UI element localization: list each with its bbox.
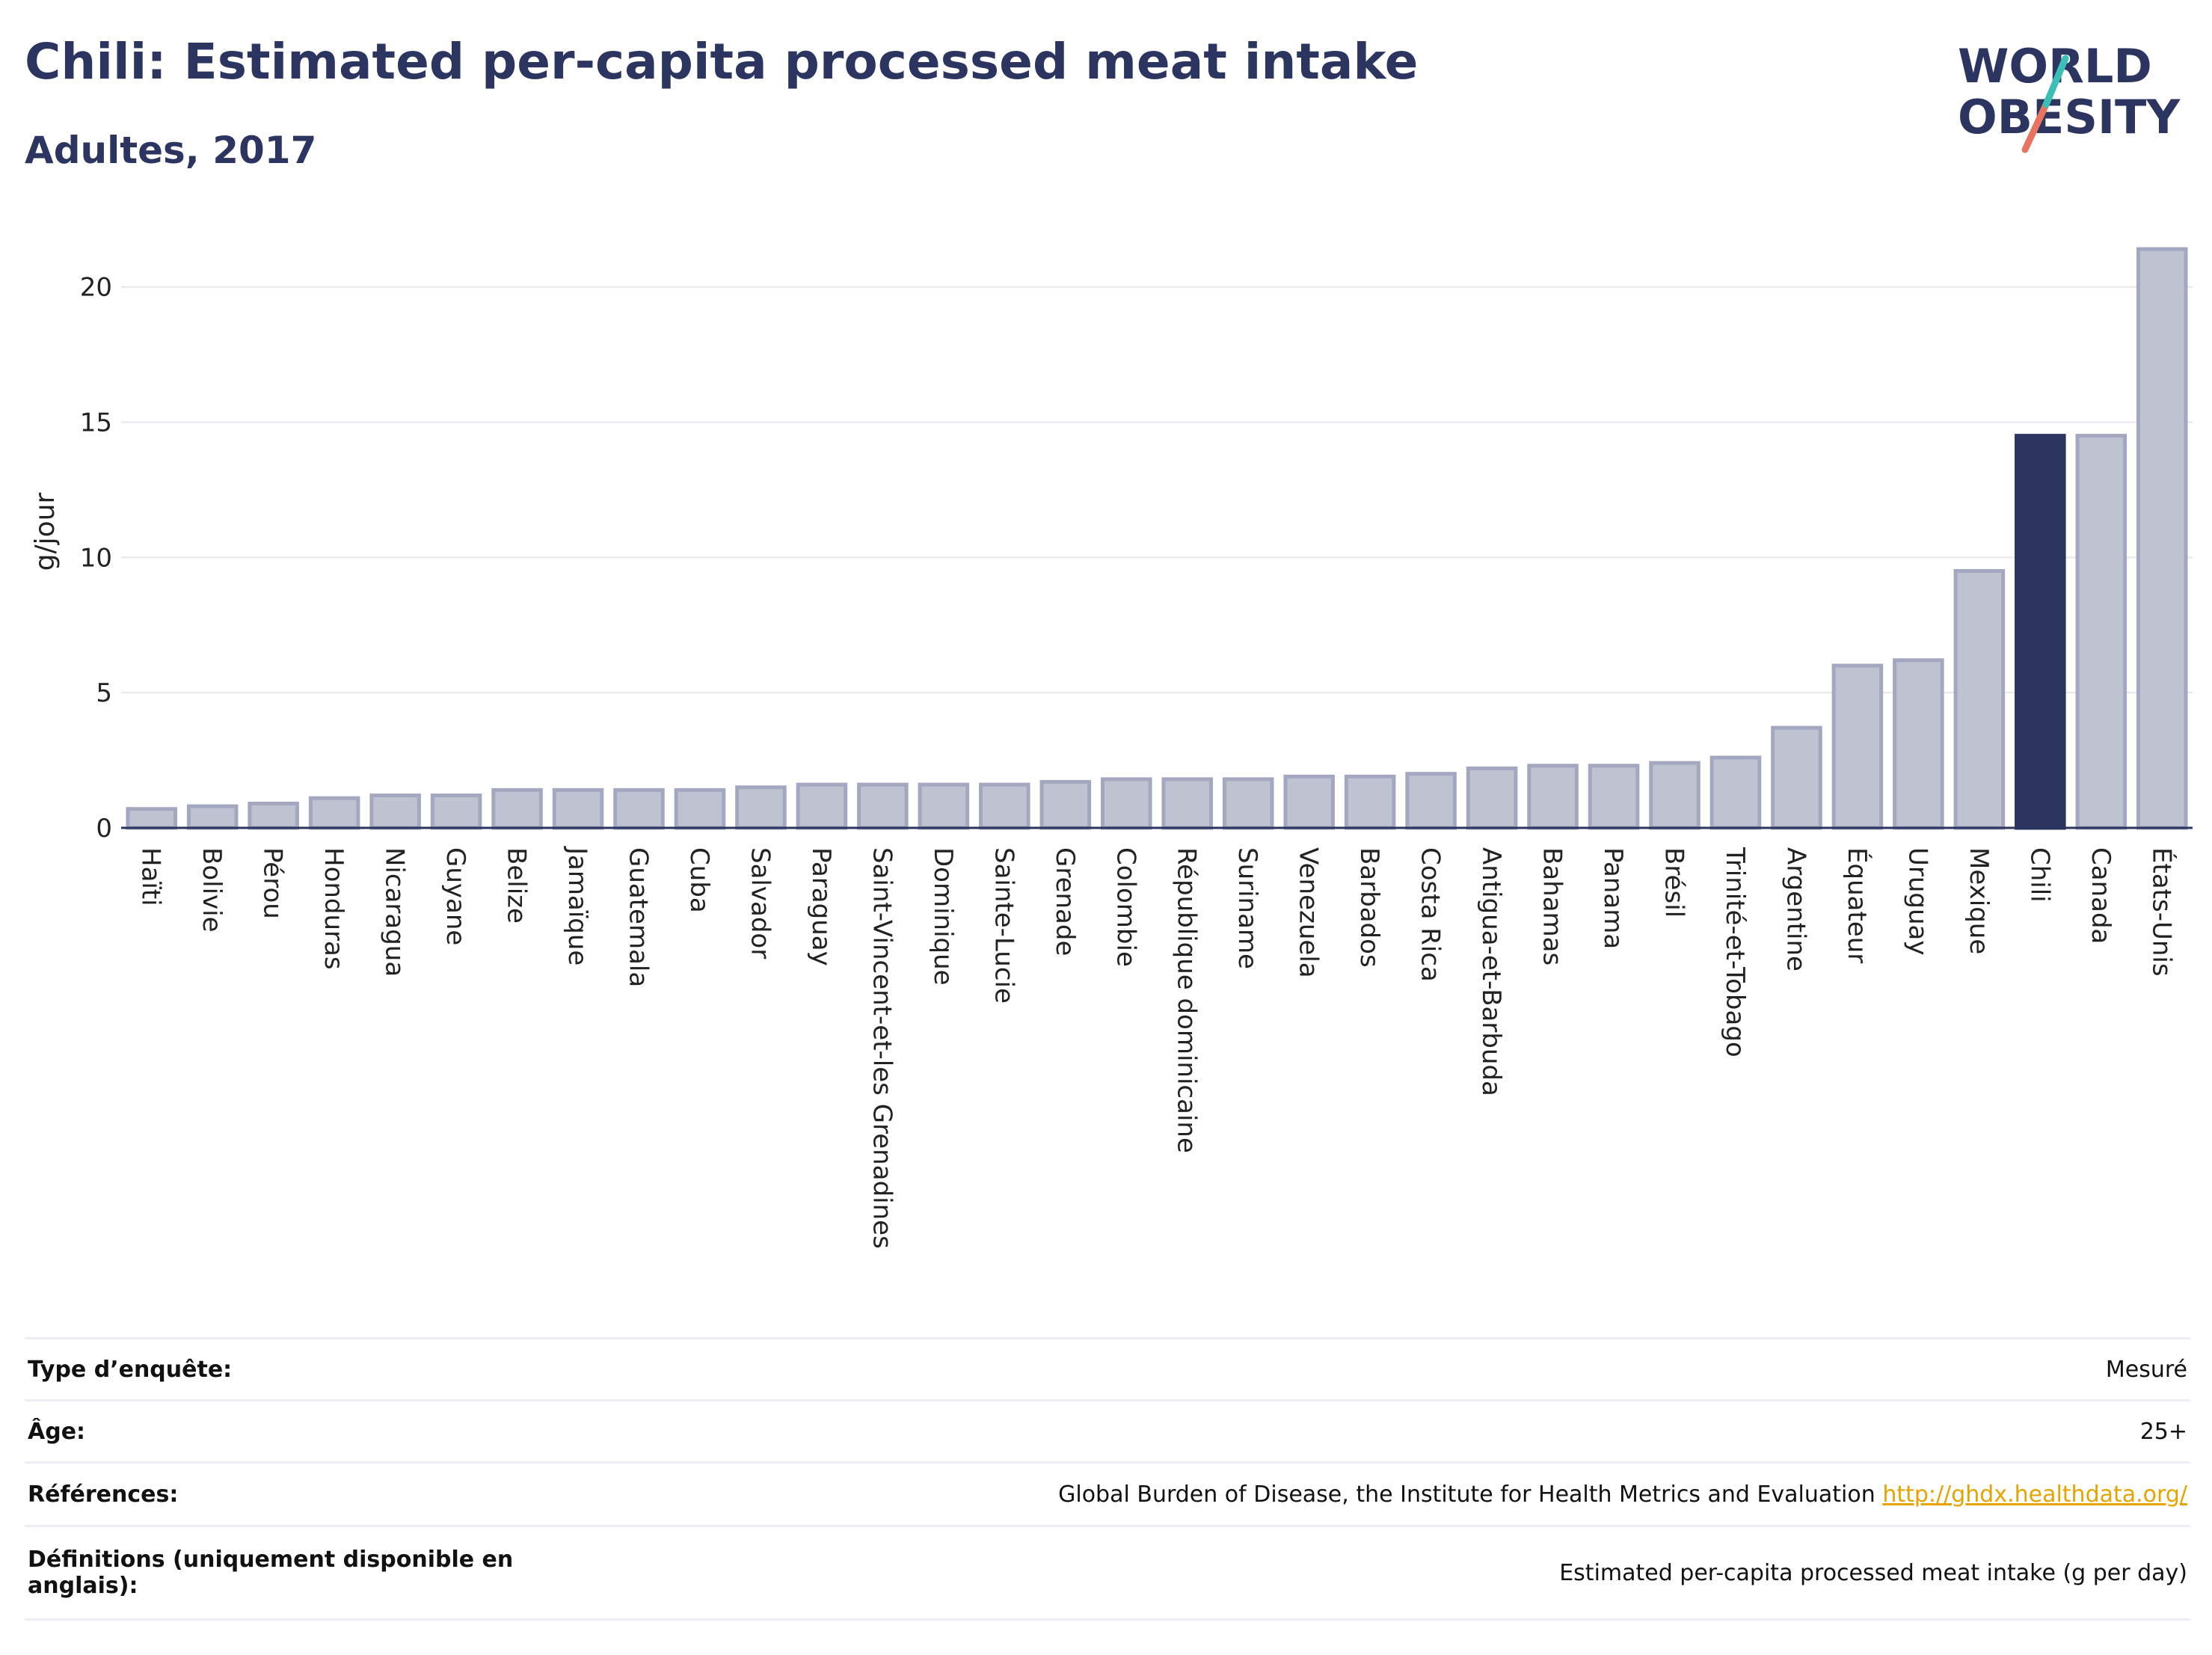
logo-slash-top [2042,55,2069,108]
meta-value: 25+ [524,1399,2190,1463]
y-tick-label: 20 [80,273,112,303]
bar [491,787,543,830]
meta-key: Âge: [25,1399,524,1463]
bar [2075,434,2127,830]
bar [1953,568,2006,830]
meta-key: Références: [25,1461,524,1526]
meta-row-survey-type: Type d’enquête: Mesuré [25,1337,2190,1401]
chart-title: Chili: Estimated per-capita processed me… [25,33,1419,90]
bar [308,796,360,830]
x-tick-label: Paraguay [806,847,836,966]
y-tick-label: 15 [80,408,112,438]
x-tick-label: Guyane [440,847,470,945]
x-tick-label: Canada [2086,847,2116,944]
x-tick-label: Jamaïque [562,846,592,965]
bar [2015,434,2066,830]
chart-subtitle: Adultes, 2017 [25,129,317,172]
bar [1527,764,1579,830]
x-tick-label: Suriname [1232,847,1262,969]
x-tick-label: Nicaragua [380,847,410,977]
x-tick-label: États-Unis [2146,847,2177,977]
bar [1100,777,1152,830]
bar [1709,755,1762,830]
bar [1649,761,1701,830]
y-tick-label: 10 [80,543,112,573]
metadata-table: Type d’enquête: Mesuré Âge: 25+ Référenc… [25,1337,2190,1621]
bar [674,787,726,830]
x-tick-label: Honduras [319,847,348,970]
x-tick-label: Guatemala [624,847,654,987]
bar [552,787,604,830]
bar [1161,777,1214,830]
x-tick-label: Colombie [1110,847,1140,967]
bar [857,782,909,830]
bar [979,782,1030,830]
bar [1893,658,1944,830]
bar [1466,766,1518,830]
bar [1344,774,1396,830]
world-obesity-logo: WORLD OBESITY [1958,39,2181,153]
x-tick-label: Barbados [1354,847,1384,968]
meta-row-references: Références: Global Burden of Disease, th… [25,1461,2190,1526]
x-tick-label: République dominicaine [1172,847,1202,1153]
bar [1222,777,1274,830]
y-axis-label: g/jour [30,492,61,571]
bar [1771,725,1822,830]
x-tick-label: Bahamas [1537,847,1567,965]
x-tick-label: Grenade [1050,847,1080,956]
meta-row-definitions: Définitions (uniquement disponible en an… [25,1525,2190,1621]
logo-line2: OBESITY [1958,90,2181,144]
x-tick-label: Venezuela [1294,847,1324,978]
meta-value: Estimated per-capita processed meat inta… [524,1525,2190,1621]
meta-value: Global Burden of Disease, the Institute … [1058,1481,1875,1508]
x-tick-label: Antigua-et-Barbuda [1476,847,1506,1096]
bar [735,785,787,830]
bar [796,782,848,830]
bar [1588,764,1640,830]
meta-key: Définitions (uniquement disponible en an… [25,1525,524,1621]
x-tick-label: Pérou [258,847,288,919]
x-tick-label: Panama [1598,847,1628,949]
meta-value: Mesuré [524,1337,2190,1401]
x-tick-label: Dominique [928,847,958,986]
x-tick-label: Saint-Vincent-et-les Grenadines [867,847,897,1249]
bar [1831,663,1884,830]
x-tick-label: Uruguay [1902,847,1932,956]
bar [1039,780,1092,830]
x-tick-label: Costa Rica [1416,847,1446,982]
logo-slash-bottom [2021,101,2050,153]
x-tick-label: Cuba [684,847,714,913]
bar [918,782,970,830]
x-tick-label: Haïti [136,847,166,906]
x-tick-label: Salvador [745,847,775,959]
bar [126,807,178,830]
bar [1405,772,1457,830]
bar [613,787,665,830]
x-tick-label: Belize [502,847,532,924]
bar [186,804,239,830]
reference-link[interactable]: http://ghdx.healthdata.org/ [1882,1481,2187,1508]
x-tick-label: Sainte-Lucie [989,847,1019,1004]
x-tick-label: Équateur [1842,847,1872,963]
bar [1283,774,1335,830]
meta-key: Type d’enquête: [25,1337,524,1401]
x-tick-label: Bolivie [197,847,227,933]
y-tick-label: 5 [96,678,112,708]
y-tick-label: 0 [96,814,112,844]
x-tick-label: Mexique [1964,847,1994,954]
bar [430,793,482,830]
bar [248,801,299,830]
x-tick-label: Chili [2024,847,2054,903]
x-tick-label: Brésil [1659,847,1689,918]
meta-row-age: Âge: 25+ [25,1399,2190,1463]
x-tick-label: Trinité-et-Tobago [1720,847,1750,1057]
bar-chart: 0 5 10 15 20 g/jour Haïti Bolivie Pérou Honduras N… [30,247,2193,1249]
x-tick-label: Argentine [1781,847,1810,971]
bar [369,793,421,830]
bar [2136,247,2188,830]
